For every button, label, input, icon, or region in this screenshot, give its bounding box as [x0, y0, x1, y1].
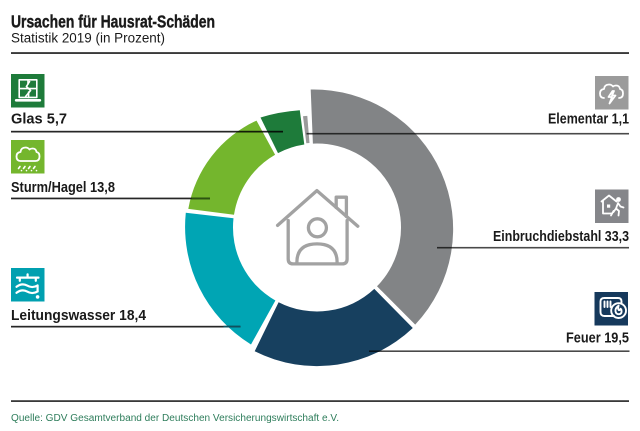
- svg-text:Ursachen für Hausrat-Schäden: Ursachen für Hausrat-Schäden: [11, 12, 215, 32]
- svg-text:Statistik 2019 (in Prozent): Statistik 2019 (in Prozent): [11, 31, 165, 46]
- svg-text:Sturm/Hagel 13,8: Sturm/Hagel 13,8: [11, 180, 115, 196]
- svg-text:Glas 5,7: Glas 5,7: [11, 112, 67, 128]
- svg-text:Quelle: GDV Gesamtverband der: Quelle: GDV Gesamtverband der Deutschen …: [11, 413, 339, 424]
- svg-text:Leitungswasser 18,4: Leitungswasser 18,4: [11, 308, 146, 324]
- svg-text:Elementar 1,1: Elementar 1,1: [548, 112, 629, 128]
- svg-text:Einbruchdiebstahl 33,3: Einbruchdiebstahl 33,3: [493, 229, 629, 245]
- svg-text:Feuer 19,5: Feuer 19,5: [566, 330, 629, 346]
